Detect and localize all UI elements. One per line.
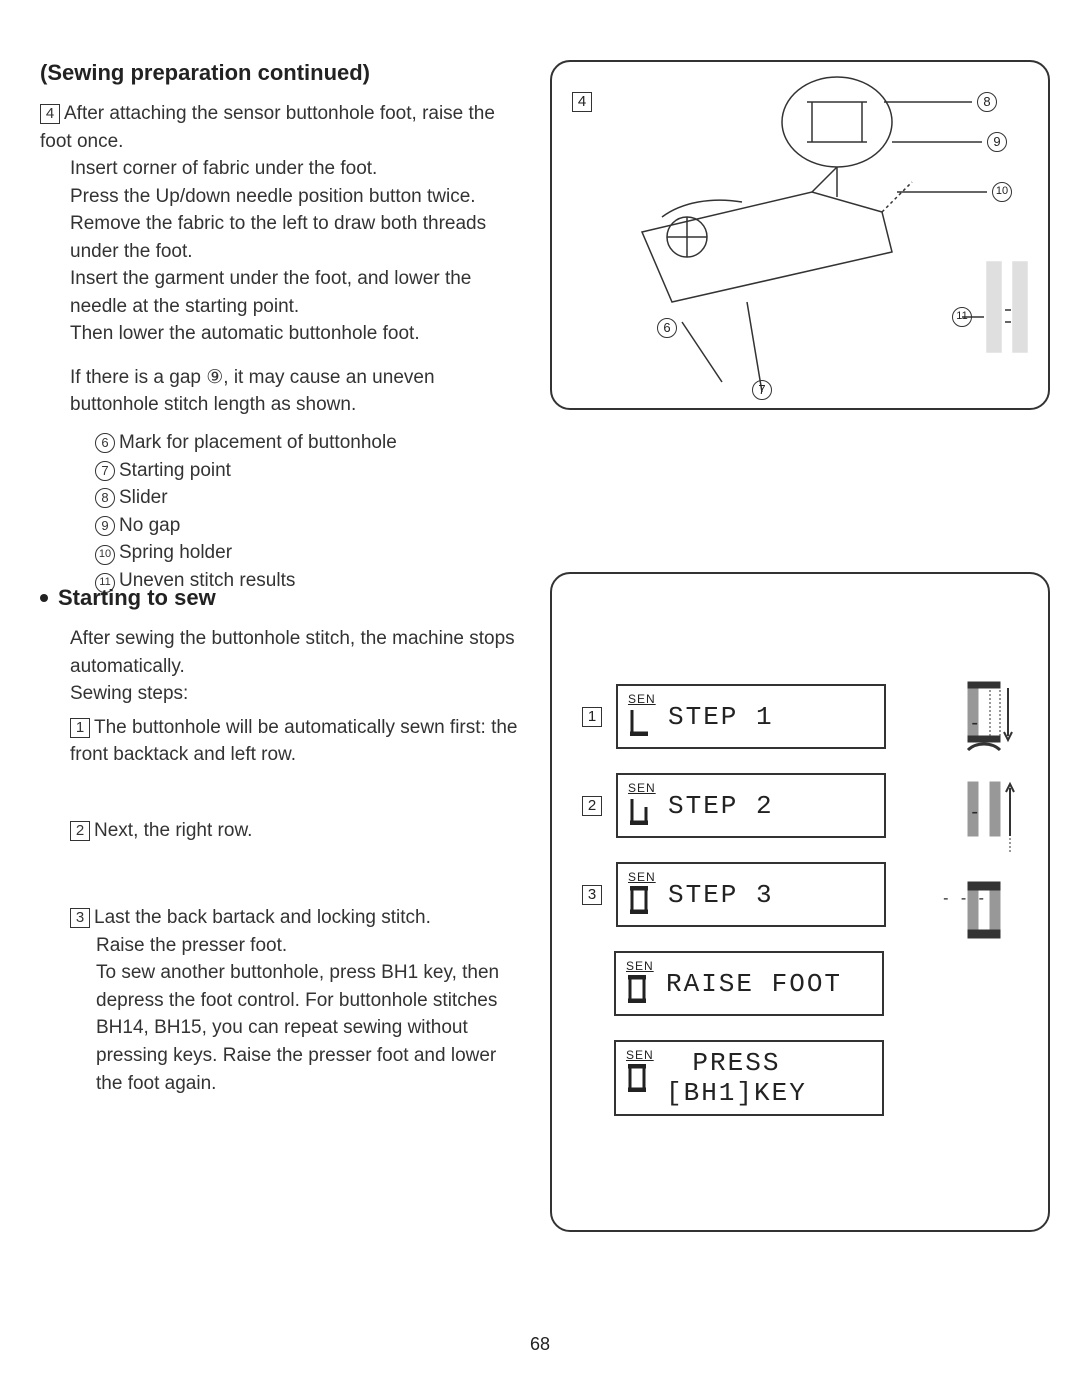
display-step1: SEN STEP 1 bbox=[616, 684, 886, 749]
step-4: 4After attaching the sensor buttonhole f… bbox=[40, 100, 520, 155]
fig1-c8-icon: 8 bbox=[977, 92, 997, 112]
section-sewing-prep: (Sewing preparation continued) 4After at… bbox=[40, 60, 520, 594]
sen-label-raise: SEN bbox=[626, 959, 652, 973]
sen-label-3: SEN bbox=[628, 870, 654, 884]
callout-6: 6Mark for placement of buttonhole bbox=[40, 429, 520, 457]
step-row-1: 1 SEN STEP 1 - bbox=[582, 684, 948, 749]
callout-8-text: Slider bbox=[119, 487, 168, 508]
callout-10: 10Spring holder bbox=[40, 539, 520, 567]
display-step3-text: STEP 3 bbox=[668, 880, 774, 910]
fig1-c7-icon: 7 bbox=[752, 380, 772, 400]
display-raise-text: RAISE FOOT bbox=[666, 969, 842, 999]
step3c: To sew another buttonhole, press BH1 key… bbox=[40, 959, 520, 1097]
section2-title-text: Starting to sew bbox=[58, 585, 216, 610]
page-number: 68 bbox=[0, 1334, 1080, 1355]
display-step2-text: STEP 2 bbox=[668, 791, 774, 821]
display-raise: SEN RAISE FOOT bbox=[614, 951, 884, 1016]
callout-9-text: No gap bbox=[119, 515, 180, 536]
display-step1-text: STEP 1 bbox=[668, 702, 774, 732]
bh-icon-right bbox=[628, 797, 650, 825]
step2-text: Next, the right row. bbox=[94, 820, 252, 841]
figure-buttonhole-foot: 4 bbox=[550, 60, 1050, 410]
bullet-icon bbox=[40, 594, 48, 602]
bh-icon-raise bbox=[626, 975, 648, 1003]
fig1-c6-icon: 6 bbox=[657, 318, 677, 338]
sen-label-press: SEN bbox=[626, 1048, 652, 1062]
callout-6-text: Mark for placement of buttonhole bbox=[119, 432, 397, 453]
fig1-c10-icon: 10 bbox=[992, 182, 1012, 202]
fig2-box3-icon: 3 bbox=[582, 885, 602, 905]
fig2-box1-icon: 1 bbox=[582, 707, 602, 727]
bh-icon-left bbox=[628, 708, 650, 736]
step3b: Raise the presser foot. bbox=[40, 932, 520, 960]
circ-9-icon: 9 bbox=[95, 516, 115, 536]
step-row-3: 3 SEN STEP 3 - - - bbox=[582, 862, 948, 927]
step-row-press: SEN PRESS [BH1]KEY bbox=[614, 1040, 948, 1116]
sen-label-2: SEN bbox=[628, 781, 654, 795]
box-3-icon: 3 bbox=[70, 908, 90, 928]
callout-10-text: Spring holder bbox=[119, 542, 232, 563]
step-rows: 1 SEN STEP 1 - 2 SEN STEP 2 - bbox=[582, 684, 948, 1116]
gap-note: If there is a gap ⑨, it may cause an une… bbox=[40, 364, 520, 419]
sen-block-press: SEN bbox=[626, 1048, 652, 1097]
display-press-lines: PRESS [BH1]KEY bbox=[666, 1048, 807, 1108]
callout-8: 8Slider bbox=[40, 484, 520, 512]
fig2-box2-icon: 2 bbox=[582, 796, 602, 816]
box-2-icon: 2 bbox=[70, 821, 90, 841]
sen-label-1: SEN bbox=[628, 692, 654, 706]
section2-title: Starting to sew bbox=[40, 585, 520, 611]
display-press: SEN PRESS [BH1]KEY bbox=[614, 1040, 884, 1116]
display-press-l1: PRESS bbox=[666, 1048, 807, 1078]
box-1-icon: 1 bbox=[70, 718, 90, 738]
step-row-raise: SEN RAISE FOOT bbox=[614, 951, 948, 1016]
step4-lead: After attaching the sensor buttonhole fo… bbox=[40, 103, 495, 152]
callout-list: 6Mark for placement of buttonhole 7Start… bbox=[40, 429, 520, 594]
circ-7-icon: 7 bbox=[95, 461, 115, 481]
sen-block-3: SEN bbox=[628, 870, 654, 919]
fig1-c11-icon: 11 bbox=[952, 307, 972, 327]
intro2: Sewing steps: bbox=[40, 680, 520, 708]
circ-8-icon: 8 bbox=[95, 488, 115, 508]
step-3: 3Last the back bartack and locking stitc… bbox=[40, 904, 520, 932]
step-2: 2Next, the right row. bbox=[40, 817, 520, 845]
display-step3: SEN STEP 3 bbox=[616, 862, 886, 927]
fig1-c9-icon: 9 bbox=[987, 132, 1007, 152]
circ-6-icon: 6 bbox=[95, 433, 115, 453]
line-lower-foot: Then lower the automatic buttonhole foot… bbox=[40, 320, 520, 348]
line-press-updown: Press the Up/down needle position button… bbox=[40, 183, 520, 211]
circ-10-icon: 10 bbox=[95, 545, 115, 565]
box-4-icon: 4 bbox=[40, 104, 60, 124]
line-insert-corner: Insert corner of fabric under the foot. bbox=[40, 155, 520, 183]
display-press-l2: [BH1]KEY bbox=[666, 1078, 807, 1108]
sen-block-2: SEN bbox=[628, 781, 654, 830]
figure-steps-display: 1 SEN STEP 1 - 2 SEN STEP 2 - bbox=[550, 572, 1050, 1232]
section1-title: (Sewing preparation continued) bbox=[40, 60, 520, 86]
bh-icon-full bbox=[628, 886, 650, 914]
step-row-2: 2 SEN STEP 2 - bbox=[582, 773, 948, 838]
line-remove-fabric: Remove the fabric to the left to draw bo… bbox=[40, 210, 520, 265]
bh-icon-press bbox=[626, 1064, 648, 1092]
line-insert-garment: Insert the garment under the foot, and l… bbox=[40, 265, 520, 320]
callout-7: 7Starting point bbox=[40, 457, 520, 485]
display-step2: SEN STEP 2 bbox=[616, 773, 886, 838]
section-starting-to-sew: Starting to sew After sewing the buttonh… bbox=[40, 585, 520, 1097]
fig1-diagram bbox=[552, 62, 1052, 412]
step3a-text: Last the back bartack and locking stitch… bbox=[94, 907, 431, 928]
stitch-progress-icons bbox=[958, 674, 1018, 994]
callout-9: 9No gap bbox=[40, 512, 520, 540]
sen-block-raise: SEN bbox=[626, 959, 652, 1008]
step1-text: The buttonhole will be automatically sew… bbox=[70, 717, 518, 766]
sen-block-1: SEN bbox=[628, 692, 654, 741]
intro1: After sewing the buttonhole stitch, the … bbox=[40, 625, 520, 680]
step-1: 1The buttonhole will be automatically se… bbox=[40, 714, 520, 769]
callout-7-text: Starting point bbox=[119, 460, 231, 481]
